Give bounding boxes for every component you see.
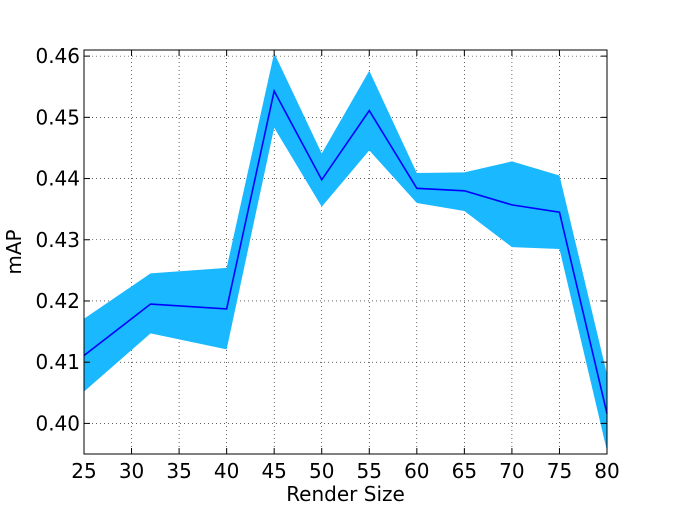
confidence-band-layer <box>84 53 607 451</box>
grid-lines <box>84 50 607 454</box>
y-axis-label: mAP <box>2 229 26 274</box>
x-tick-label: 65 <box>452 459 477 483</box>
x-tick-label: 60 <box>404 459 429 483</box>
y-tick-label: 0.41 <box>35 350 80 374</box>
x-tick-labels: 25 30 35 40 45 50 55 60 65 70 75 80 <box>71 459 619 483</box>
y-tick-label: 0.40 <box>35 411 80 435</box>
x-tick-label: 70 <box>499 459 524 483</box>
y-tick-labels: 0.40 0.41 0.42 0.43 0.44 0.45 0.46 <box>35 44 80 435</box>
x-tick-label: 35 <box>166 459 191 483</box>
y-tick-label: 0.45 <box>35 105 80 129</box>
y-tick-label: 0.46 <box>35 44 80 68</box>
x-tick-label: 55 <box>357 459 382 483</box>
x-tick-label: 75 <box>547 459 572 483</box>
x-tick-label: 25 <box>71 459 96 483</box>
y-tick-label: 0.44 <box>35 167 80 191</box>
confidence-band <box>84 53 607 451</box>
x-tick-label: 30 <box>119 459 144 483</box>
x-tick-label: 80 <box>594 459 619 483</box>
x-tick-label: 50 <box>309 459 334 483</box>
x-tick-label: 40 <box>214 459 239 483</box>
axis-ticks <box>84 50 607 454</box>
y-tick-label: 0.42 <box>35 289 80 313</box>
plot-area-frame <box>84 50 607 454</box>
x-axis-label: Render Size <box>286 482 405 506</box>
y-tick-label: 0.43 <box>35 228 80 252</box>
x-tick-label: 45 <box>261 459 286 483</box>
